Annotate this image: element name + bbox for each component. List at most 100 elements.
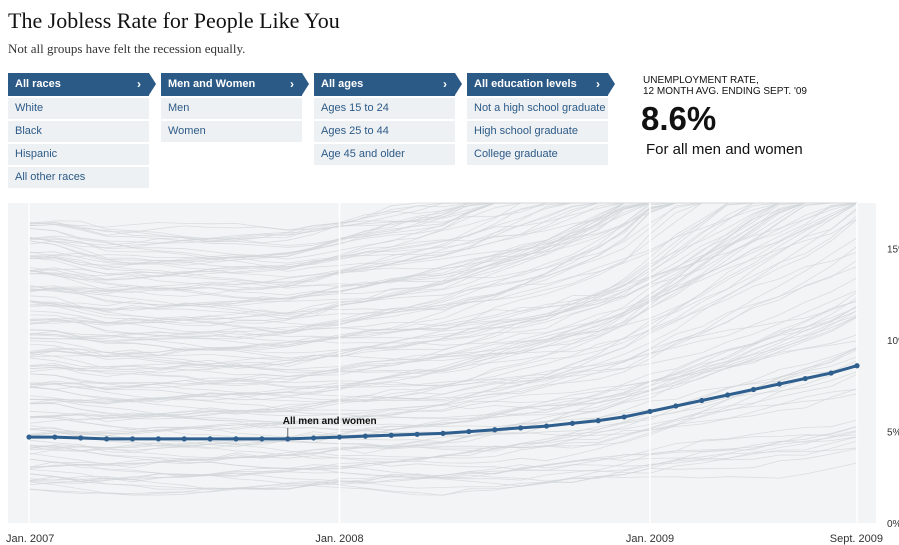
- background-line: [28, 202, 857, 358]
- data-point: [26, 434, 32, 440]
- x-axis-ticks: Jan. 2007 Jan. 2008 Jan. 2009 Sept. 2009: [6, 533, 883, 545]
- option-women[interactable]: Women: [161, 121, 302, 142]
- option-white[interactable]: White: [8, 98, 149, 119]
- data-point: [828, 370, 834, 376]
- y-tick-label: 15%: [887, 245, 899, 256]
- option-ages-15-to-24[interactable]: Ages 15 to 24: [314, 98, 455, 119]
- data-point: [776, 381, 782, 387]
- data-point: [388, 432, 394, 438]
- background-line: [28, 202, 858, 413]
- race-filter: All races › White Black Hispanic All oth…: [8, 73, 156, 188]
- background-line: [28, 202, 858, 420]
- data-point: [699, 397, 705, 404]
- data-point: [129, 436, 136, 442]
- rate-label-line-1: UNEMPLOYMENT RATE,: [643, 75, 759, 86]
- background-line: [28, 202, 857, 373]
- option-not-high-school-graduate[interactable]: Not a high school graduate: [467, 98, 608, 119]
- data-point: [155, 436, 161, 442]
- data-point: [621, 414, 627, 420]
- x-tick-label: Jan. 2007: [6, 533, 54, 545]
- data-point: [362, 433, 368, 439]
- background-line: [28, 314, 858, 443]
- background-line: [28, 431, 858, 480]
- option-college-graduate[interactable]: College graduate: [467, 144, 608, 165]
- background-line: [28, 388, 858, 455]
- background-line: [28, 219, 858, 418]
- option-hispanic[interactable]: Hispanic: [8, 144, 149, 165]
- race-filter-label: All races: [15, 78, 61, 90]
- highlighted-series: [26, 363, 860, 442]
- data-point: [466, 428, 472, 435]
- background-line: [28, 202, 857, 350]
- data-point: [725, 392, 731, 398]
- data-point: [181, 436, 187, 442]
- data-point: [259, 436, 265, 442]
- y-tick-label: 10%: [887, 336, 899, 347]
- background-line: [28, 300, 858, 400]
- background-line: [28, 447, 858, 490]
- background-line: [28, 363, 858, 465]
- option-men[interactable]: Men: [161, 98, 302, 119]
- background-line: [28, 462, 858, 496]
- data-point: [52, 434, 58, 440]
- background-line: [28, 215, 858, 403]
- background-line: [28, 440, 858, 496]
- background-line: [28, 202, 857, 369]
- chevron-right-icon: ›: [596, 77, 600, 91]
- option-high-school-graduate[interactable]: High school graduate: [467, 121, 608, 142]
- y-axis-ticks: 0% 5% 10% 15%: [887, 245, 899, 530]
- gender-filter: Men and Women › Men Women: [161, 73, 309, 142]
- education-filter-label: All education levels: [474, 78, 577, 90]
- page-title: The Jobless Rate for People Like You: [8, 8, 340, 33]
- data-point: [207, 436, 213, 442]
- option-all-other-races[interactable]: All other races: [8, 167, 149, 188]
- unemployment-rate-description: For all men and women: [646, 141, 803, 158]
- option-age-45-and-older[interactable]: Age 45 and older: [314, 144, 455, 165]
- background-line: [28, 356, 858, 462]
- series-annotation: All men and women: [283, 416, 377, 437]
- race-filter-header[interactable]: All races ›: [8, 73, 156, 96]
- background-line: [28, 202, 857, 377]
- background-line: [28, 419, 858, 490]
- gender-filter-header[interactable]: Men and Women ›: [161, 73, 309, 96]
- age-filter-label: All ages: [321, 78, 364, 90]
- page-subtitle: Not all groups have felt the recession e…: [8, 41, 246, 56]
- chevron-right-icon: ›: [137, 77, 141, 91]
- data-point: [595, 418, 601, 424]
- y-tick-label: 5%: [887, 428, 899, 439]
- data-point: [569, 420, 575, 426]
- background-line: [28, 202, 857, 258]
- data-point: [543, 423, 550, 429]
- background-line: [28, 202, 858, 404]
- header-arrow-tip: [302, 73, 309, 95]
- background-line: [28, 202, 857, 396]
- unemployment-rate-value: 8.6%: [641, 100, 717, 137]
- background-line: [28, 393, 858, 459]
- age-filter-header[interactable]: All ages ›: [314, 73, 462, 96]
- series-label: All men and women: [283, 416, 377, 427]
- background-group-lines: [28, 202, 858, 496]
- option-black[interactable]: Black: [8, 121, 149, 142]
- option-ages-25-to-44[interactable]: Ages 25 to 44: [314, 121, 455, 142]
- data-point: [285, 436, 291, 442]
- data-point: [414, 431, 420, 437]
- data-point: [336, 434, 343, 440]
- age-filter: All ages › Ages 15 to 24 Ages 25 to 44 A…: [314, 73, 462, 165]
- chevron-right-icon: ›: [443, 77, 447, 91]
- data-point: [854, 363, 860, 369]
- background-line: [28, 202, 857, 368]
- header-arrow-tip: [608, 73, 615, 95]
- data-point: [104, 436, 110, 442]
- data-point: [311, 435, 317, 441]
- data-point: [802, 375, 808, 382]
- data-point: [518, 425, 524, 431]
- data-point: [647, 408, 653, 415]
- vertical-gridlines: [28, 203, 858, 523]
- data-point: [750, 386, 757, 393]
- background-line: [28, 203, 858, 382]
- education-filter-header[interactable]: All education levels ›: [467, 73, 615, 96]
- background-line: [28, 202, 857, 374]
- background-line: [28, 306, 858, 437]
- y-tick-label: 0%: [887, 519, 899, 530]
- x-tick-label: Sept. 2009: [830, 533, 883, 545]
